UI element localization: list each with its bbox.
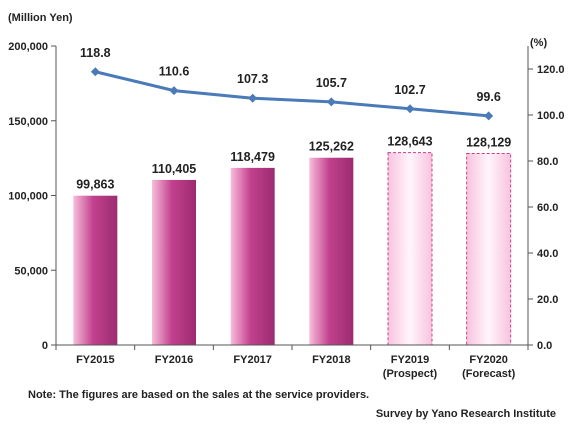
bar-projected — [466, 152, 512, 346]
x-axis-tick-label: (Prospect) — [383, 368, 438, 380]
line-point — [326, 97, 336, 107]
line-value-label: 107.3 — [237, 72, 268, 86]
bar-value-label: 99,863 — [76, 178, 114, 192]
line-point — [90, 67, 100, 77]
bar — [73, 195, 118, 345]
bar-projected — [387, 152, 433, 346]
right-axis-tick-label: 120.0 — [537, 64, 565, 76]
line-value-labels: 118.8 110.6 107.3 105.7 102.7 99.6 — [80, 46, 501, 104]
right-axis-tick-label: 20.0 — [537, 294, 558, 306]
left-axis-unit: (Million Yen) — [8, 12, 73, 24]
line-value-label: 102.7 — [394, 83, 425, 97]
x-axis-tick-label: FY2015 — [76, 354, 115, 366]
right-axis-tick-label: 0.0 — [537, 340, 552, 352]
footnote: Note: The figures are based on the sales… — [28, 389, 370, 401]
x-axis-tick-label: FY2016 — [155, 354, 194, 366]
left-axis-tick-label: 200,000 — [8, 41, 48, 53]
bar-value-label: 128,129 — [466, 135, 511, 149]
line-point — [405, 104, 415, 114]
left-axis: 0 50,000 100,000 150,000 200,000 — [8, 41, 57, 352]
line-point — [169, 86, 179, 96]
bar — [230, 167, 275, 345]
bar-value-label: 125,262 — [309, 140, 354, 154]
right-axis-tick-label: 40.0 — [537, 248, 558, 260]
x-axis-tick-label: FY2018 — [312, 354, 351, 366]
line-value-label: 99.6 — [476, 90, 500, 104]
bar-series — [73, 152, 512, 346]
line-value-label: 105.7 — [316, 76, 347, 90]
left-axis-tick-label: 0 — [42, 340, 48, 352]
bar-value-label: 118,479 — [230, 150, 275, 164]
line-value-label: 110.6 — [159, 65, 190, 79]
line-point — [484, 111, 494, 121]
right-axis: 0.0 20.0 40.0 60.0 80.0 100.0 120.0 — [527, 46, 565, 352]
bar — [309, 157, 354, 345]
x-axis-tick-label: FY2019 — [391, 354, 430, 366]
source-credit: Survey by Yano Research Institute — [375, 408, 556, 420]
x-axis-tick-label: (Forecast) — [462, 368, 516, 380]
line-point — [248, 93, 258, 103]
bar-value-label: 128,643 — [387, 135, 432, 149]
line-value-label: 118.8 — [80, 46, 111, 60]
right-axis-tick-label: 100.0 — [537, 110, 565, 122]
line-series — [90, 67, 494, 121]
line-path — [94, 70, 489, 118]
right-axis-tick-label: 60.0 — [537, 202, 558, 214]
right-axis-unit: (%) — [530, 37, 547, 49]
left-axis-tick-label: 150,000 — [8, 116, 48, 128]
left-axis-tick-label: 100,000 — [8, 191, 48, 203]
x-axis-tick-label: FY2017 — [233, 354, 272, 366]
right-axis-tick-label: 80.0 — [537, 156, 558, 168]
left-axis-tick-label: 50,000 — [14, 265, 48, 277]
bar-value-label: 110,405 — [152, 162, 197, 176]
x-axis-tick-label: FY2020 — [469, 354, 508, 366]
x-axis: FY2015 FY2016 FY2017 FY2018 FY2019 (Prospect)… — [55, 344, 529, 380]
bar-value-labels: 99,863 110,405 118,479 125,262 128,643 128,12… — [76, 135, 511, 192]
bar — [152, 179, 196, 345]
